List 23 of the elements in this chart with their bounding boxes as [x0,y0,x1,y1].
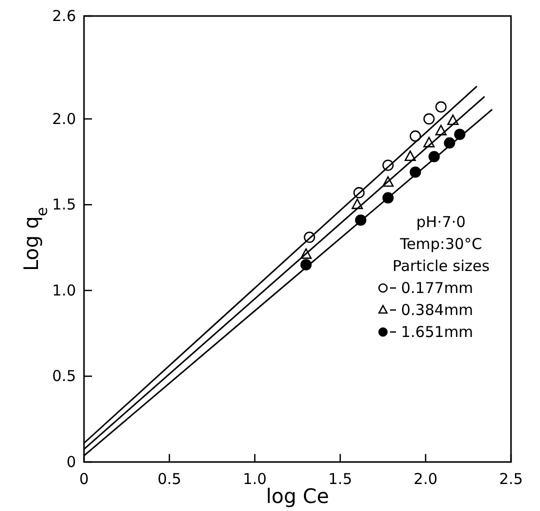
legend-label: 0.384mm [401,301,474,319]
point [410,130,421,142]
x-tick-label: 0 [79,470,89,488]
x-tick-label: 0.5 [157,470,182,488]
point [404,150,416,162]
y-tick-label: 0.5 [52,367,76,386]
y-tick-label: 2.0 [52,110,76,128]
point [423,113,435,125]
annotation: Temp:30°C [398,235,482,253]
legend-label: 0.177mm [401,279,474,297]
y-tick-label: 1.0 [52,281,76,300]
point [435,101,447,113]
x-tick-label: 1.0 [242,470,267,488]
y-tick-label: 1.5 [52,196,76,214]
y-tick-label: 0 [66,453,76,471]
x-axis-title: log Ce [266,484,330,508]
x-tick-label: 2.5 [499,470,523,488]
legend-title: Particle sizes [392,257,490,275]
annotation: pH·7·0 [416,213,466,231]
x-tick-label: 1.5 [328,470,352,488]
y-tick-label: 2.6 [52,7,76,25]
x-tick-label: 2.0 [414,470,438,488]
legend-label: 1.651mm [401,323,474,341]
